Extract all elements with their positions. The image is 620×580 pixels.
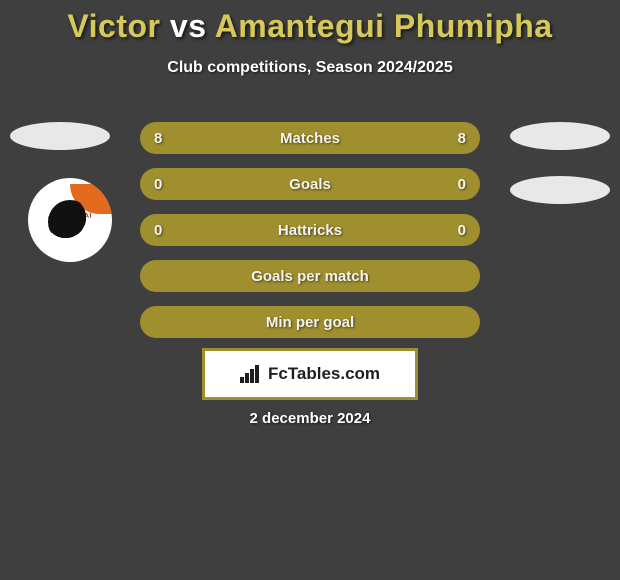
stat-right-value: 8 xyxy=(458,130,466,147)
title-player2: Amantegui Phumipha xyxy=(215,8,553,44)
stat-left-value: 0 xyxy=(154,222,162,239)
stat-row-goals-per-match: Goals per match xyxy=(140,260,480,292)
stat-left-value: 0 xyxy=(154,176,162,193)
stat-right-value: 0 xyxy=(458,222,466,239)
page-title: Victor vs Amantegui Phumipha xyxy=(0,0,620,45)
stat-row-matches: 8 Matches 8 xyxy=(140,122,480,154)
avatar-placeholder-right-2 xyxy=(510,176,610,204)
avatar-placeholder-left xyxy=(10,122,110,150)
stat-row-goals: 0 Goals 0 xyxy=(140,168,480,200)
bar-chart-icon xyxy=(240,365,262,383)
stat-label: Hattricks xyxy=(278,222,342,239)
title-vs: vs xyxy=(170,8,207,44)
brand-badge: FcTables.com xyxy=(202,348,418,400)
stat-label: Min per goal xyxy=(266,314,354,331)
stat-row-min-per-goal: Min per goal xyxy=(140,306,480,338)
date-text: 2 december 2024 xyxy=(0,410,620,427)
stat-right-value: 0 xyxy=(458,176,466,193)
club-logo: CHIANGRAI xyxy=(28,178,112,262)
avatar-placeholder-right-1 xyxy=(510,122,610,150)
stat-label: Matches xyxy=(280,130,340,147)
club-logo-text: CHIANGRAI xyxy=(32,211,108,223)
brand-text: FcTables.com xyxy=(268,364,380,384)
title-player1: Victor xyxy=(67,8,160,44)
stat-label: Goals xyxy=(289,176,331,193)
subtitle: Club competitions, Season 2024/2025 xyxy=(0,59,620,77)
stat-label: Goals per match xyxy=(251,268,369,285)
stats-container: 8 Matches 8 0 Goals 0 0 Hattricks 0 Goal… xyxy=(140,122,480,352)
stat-left-value: 8 xyxy=(154,130,162,147)
stat-row-hattricks: 0 Hattricks 0 xyxy=(140,214,480,246)
